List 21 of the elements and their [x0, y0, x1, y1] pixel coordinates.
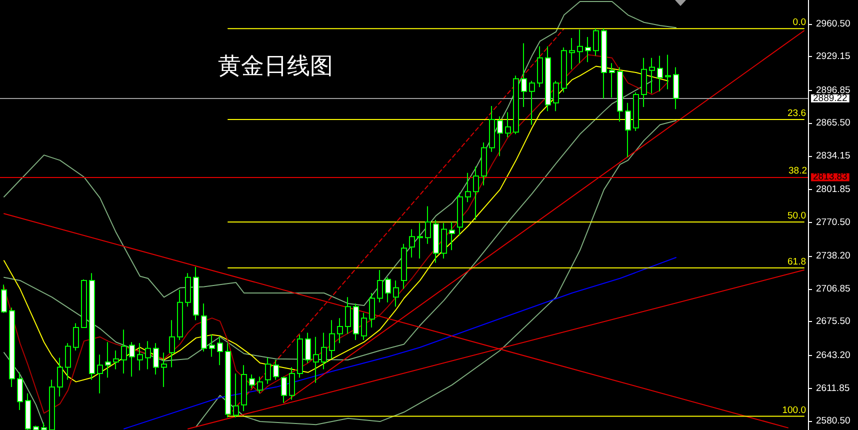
y-tick-label: 2706.85: [816, 283, 850, 294]
y-tick-label: 2801.85: [816, 184, 850, 196]
series-label: 23.6: [788, 108, 806, 120]
series-label: 50.0: [788, 210, 806, 222]
text: 黄金日线图: [218, 54, 333, 80]
annotation: 38.2: [788, 166, 807, 177]
y-tick-label: 2834.15: [816, 150, 850, 162]
y-tick-label: 2960.50: [816, 18, 850, 30]
y-tick-label: 2929.15: [816, 51, 850, 62]
y-tick-label: 2738.20: [816, 250, 850, 262]
series-label: 0.0: [792, 17, 806, 28]
y-tick-label: 2611.85: [816, 382, 850, 394]
y-tick-label: 2643.20: [816, 350, 850, 361]
ref-line-label: 2889.22: [813, 92, 848, 104]
y-tick-label: 2675.50: [816, 316, 850, 328]
series-label: 61.8: [788, 256, 806, 268]
series-label: 100.0: [782, 404, 806, 416]
y-tick-label: 2865.50: [816, 118, 850, 129]
y-tick-label: 2770.50: [816, 216, 850, 228]
y-tick-label: 2580.50: [816, 416, 850, 427]
ref-line-label: 2813.83: [813, 172, 848, 183]
